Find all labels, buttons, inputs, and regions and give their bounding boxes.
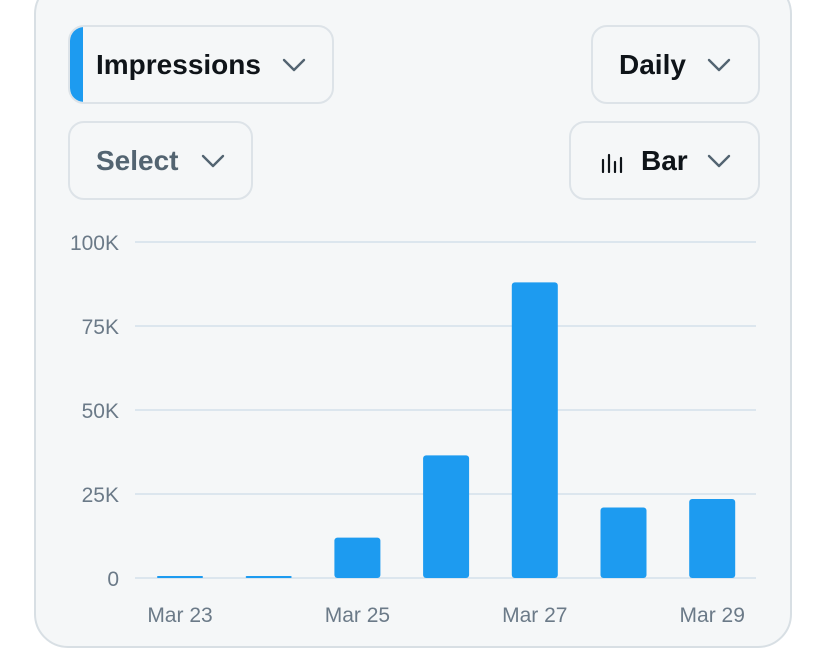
metric-dropdown[interactable]: Impressions — [68, 25, 334, 104]
chart-type-dropdown-label: Bar — [641, 144, 688, 176]
bar — [157, 576, 203, 578]
chart-type-dropdown[interactable]: Bar — [569, 121, 760, 200]
metric-dropdown-label: Impressions — [96, 48, 261, 80]
bar — [334, 537, 381, 578]
bar — [600, 507, 647, 578]
select-dropdown[interactable]: Select — [68, 121, 253, 200]
period-dropdown[interactable]: Daily — [591, 25, 760, 104]
x-tick-label: Mar 29 — [680, 604, 745, 627]
chart-card — [34, 0, 792, 648]
x-tick-label: Mar 25 — [325, 604, 390, 627]
y-tick-label: 50K — [82, 400, 119, 423]
chevron-down-icon — [282, 58, 306, 71]
metric-accent — [70, 27, 83, 102]
bar — [511, 282, 558, 578]
bar — [423, 455, 470, 578]
bar-chart-icon — [601, 153, 623, 173]
bar — [689, 499, 736, 578]
chevron-down-icon — [707, 58, 731, 71]
bar — [245, 576, 292, 578]
y-tick-label: 75K — [82, 316, 119, 339]
x-tick-label: Mar 27 — [502, 604, 567, 627]
y-tick-label: 0 — [107, 568, 119, 591]
select-dropdown-label: Select — [96, 144, 179, 176]
chevron-down-icon — [707, 154, 731, 167]
period-dropdown-label: Daily — [619, 48, 686, 80]
x-tick-label: Mar 23 — [147, 604, 212, 627]
chevron-down-icon — [201, 154, 225, 167]
y-tick-label: 25K — [82, 484, 119, 507]
y-tick-label: 100K — [70, 232, 119, 255]
